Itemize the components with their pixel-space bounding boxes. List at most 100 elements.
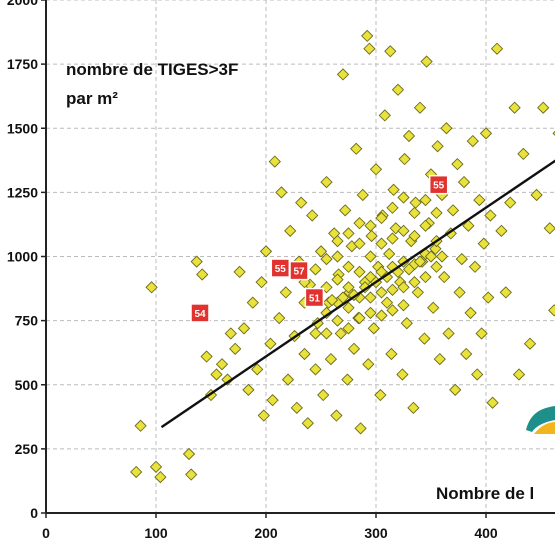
data-point: [320, 327, 333, 340]
data-point: [504, 196, 517, 209]
data-point: [386, 232, 399, 245]
data-point: [512, 368, 526, 381]
data-point: [397, 299, 410, 312]
data-point: [320, 252, 333, 266]
data-point: [435, 250, 449, 263]
data-point: [466, 134, 479, 148]
data-point: [543, 222, 555, 235]
data-point: [409, 196, 422, 209]
data-point: [419, 193, 432, 207]
data-point: [210, 368, 223, 381]
data-point: [490, 42, 504, 55]
y-tick-label: 0: [30, 505, 38, 521]
data-point: [398, 152, 411, 166]
data-point: [229, 342, 242, 355]
data-point: [420, 55, 433, 68]
data-point: [402, 129, 416, 143]
data-point: [356, 188, 369, 202]
data-point: [347, 342, 361, 355]
data-point: [482, 291, 495, 304]
data-point: [378, 109, 391, 122]
data-point: [387, 183, 400, 196]
data-point: [367, 322, 380, 335]
x-tick-label: 0: [42, 525, 50, 541]
data-point: [200, 350, 213, 363]
data-point: [508, 101, 521, 114]
data-point: [424, 250, 438, 263]
data-point: [341, 373, 354, 386]
data-point: [251, 363, 264, 376]
data-point: [386, 304, 399, 317]
y-tick-labels: 0 250 500 750 1000 1250 1500 1750 2000: [7, 0, 38, 521]
data-point: [255, 276, 268, 289]
data-point: [149, 460, 163, 473]
labeled-point-marker: [289, 260, 309, 281]
data-point: [336, 68, 350, 81]
data-point: [134, 419, 147, 432]
data-point: [365, 229, 378, 243]
data-point: [237, 322, 251, 335]
y-tick-label: 2000: [7, 0, 38, 8]
data-point: [324, 352, 338, 366]
x-tick-label: 400: [474, 525, 498, 541]
y-tick-label: 250: [15, 441, 39, 457]
axes: [45, 0, 555, 514]
data-point: [363, 42, 376, 55]
data-point: [320, 175, 333, 189]
data-point: [484, 209, 497, 222]
data-point: [413, 101, 427, 114]
y-title-line-1: nombre de TIGES>3F: [66, 60, 238, 79]
data-point: [397, 281, 410, 294]
data-point: [438, 270, 451, 284]
data-point: [342, 322, 355, 335]
labeled-point-marker: [190, 303, 210, 323]
labeled-point-marker: [304, 287, 325, 308]
data-point: [383, 247, 396, 261]
data-point: [537, 101, 550, 114]
data-point: [334, 327, 347, 340]
data-point: [362, 358, 375, 371]
labeled-point-label: 57: [293, 267, 305, 278]
labeled-point-marker: [428, 174, 449, 195]
data-point: [233, 265, 246, 279]
data-point: [446, 204, 460, 217]
y-tick-label: 1500: [7, 120, 38, 136]
data-point: [306, 209, 319, 222]
data-point: [475, 327, 488, 340]
data-point: [442, 327, 455, 340]
data-point: [353, 311, 366, 325]
data-point: [380, 270, 394, 284]
logo-icon: [526, 406, 555, 434]
data-point: [342, 301, 355, 314]
data-point: [530, 188, 543, 202]
data-point: [364, 291, 377, 304]
data-point: [275, 186, 288, 199]
data-point: [281, 373, 295, 386]
data-point: [190, 255, 203, 268]
data-point: [408, 206, 421, 220]
data-point: [339, 204, 352, 217]
data-point: [130, 465, 143, 479]
labeled-points: 54 55 57 51 55: [190, 174, 449, 323]
data-point: [309, 263, 322, 276]
data-point: [430, 206, 443, 220]
y-tick-label: 1000: [7, 249, 38, 265]
data-point: [353, 217, 366, 230]
data-point: [477, 237, 490, 250]
data-point: [309, 363, 322, 376]
data-point: [375, 286, 388, 299]
data-point: [402, 263, 416, 276]
data-point: [453, 286, 466, 299]
data-point: [284, 224, 297, 237]
data-point: [411, 286, 424, 299]
data-point: [375, 211, 388, 225]
data-point: [196, 268, 209, 281]
data-point: [418, 332, 431, 345]
data-point: [295, 196, 308, 209]
data-point: [301, 417, 314, 430]
data-point: [451, 158, 464, 171]
x-tick-label: 200: [254, 525, 278, 541]
data-point: [309, 327, 322, 340]
data-point: [154, 470, 167, 484]
